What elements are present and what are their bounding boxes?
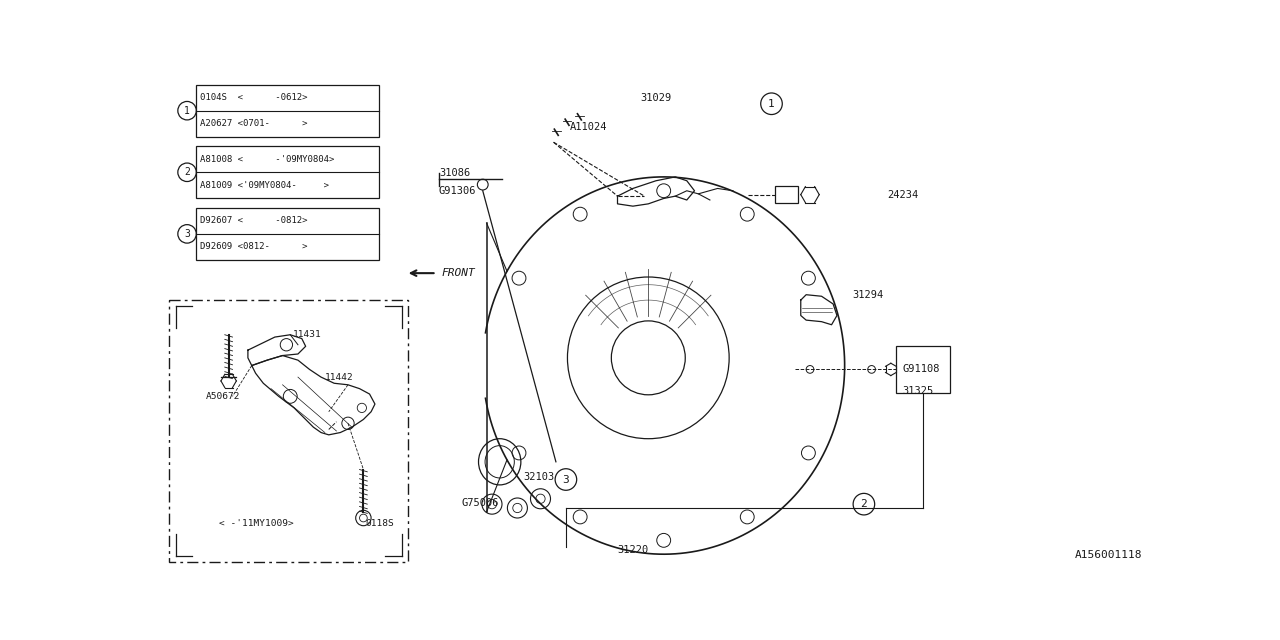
Bar: [196, 208, 379, 260]
Text: 2: 2: [860, 499, 868, 509]
Text: 31220: 31220: [617, 545, 649, 556]
Bar: [196, 146, 379, 198]
Text: 11442: 11442: [325, 372, 353, 381]
Text: 31086: 31086: [439, 168, 470, 178]
Text: 11431: 11431: [293, 330, 321, 339]
Text: A20627 <0701-      >: A20627 <0701- >: [200, 119, 307, 128]
Bar: [896, 346, 950, 392]
Text: 0104S  <      -0612>: 0104S < -0612>: [200, 93, 307, 102]
Text: 3: 3: [184, 229, 189, 239]
Text: A11024: A11024: [570, 122, 607, 132]
Text: 31325: 31325: [902, 386, 933, 396]
Text: 3: 3: [562, 474, 570, 484]
Text: D92607 <      -0812>: D92607 < -0812>: [200, 216, 307, 225]
Text: 24234: 24234: [887, 189, 918, 200]
Text: 31294: 31294: [852, 290, 883, 300]
Text: 2: 2: [184, 167, 189, 177]
Text: 32103: 32103: [524, 472, 554, 482]
Text: < -'11MY1009>: < -'11MY1009>: [219, 519, 293, 528]
Bar: [169, 300, 408, 562]
Text: G75006: G75006: [462, 498, 499, 508]
Text: A50672: A50672: [206, 392, 241, 401]
Text: 1: 1: [768, 99, 774, 109]
Bar: [196, 84, 379, 137]
Text: FRONT: FRONT: [442, 268, 475, 278]
Text: A156001118: A156001118: [1075, 550, 1143, 561]
Text: D92609 <0812-      >: D92609 <0812- >: [200, 243, 307, 252]
Text: G91108: G91108: [902, 364, 940, 374]
Text: G91306: G91306: [439, 186, 476, 196]
Text: 1: 1: [184, 106, 189, 116]
Text: 31029: 31029: [640, 93, 672, 103]
Text: 0118S: 0118S: [365, 519, 394, 528]
Text: A81009 <'09MY0804-     >: A81009 <'09MY0804- >: [200, 181, 329, 190]
Text: A81008 <      -'09MY0804>: A81008 < -'09MY0804>: [200, 155, 334, 164]
